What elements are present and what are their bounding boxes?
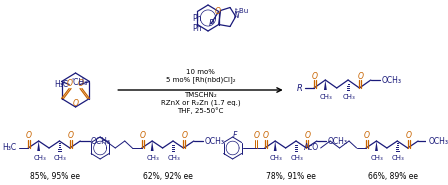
Text: CH₃: CH₃ [147,155,159,161]
Polygon shape [375,141,378,151]
Text: O: O [358,71,363,80]
Text: 5 mo% [Rh(nbd)Cl]₂: 5 mo% [Rh(nbd)Cl]₂ [166,77,235,83]
Text: O: O [312,71,318,80]
Text: CH₃: CH₃ [343,94,355,100]
Text: H₃C: H₃C [3,144,17,152]
Text: O: O [26,132,32,140]
Text: O: O [263,132,269,140]
Text: 'CH₃: 'CH₃ [71,78,87,87]
Text: CH₃: CH₃ [371,155,384,161]
Text: Ph: Ph [192,24,202,33]
Text: O: O [140,132,146,140]
Polygon shape [151,141,154,151]
Text: OCH₃: OCH₃ [204,137,224,145]
Text: N: N [234,11,240,20]
Text: 78%, 91% ee: 78%, 91% ee [267,171,316,181]
Text: OCH₃: OCH₃ [381,75,401,85]
Text: OCH₃: OCH₃ [90,137,111,145]
Text: P: P [209,19,214,28]
Text: O: O [253,130,259,139]
Text: O: O [78,79,84,88]
Text: THF, 25-50°C: THF, 25-50°C [177,108,224,114]
Text: CH₃: CH₃ [33,155,46,161]
Text: O: O [67,79,73,88]
Polygon shape [37,141,40,151]
Text: 66%, 89% ee: 66%, 89% ee [367,171,418,181]
Text: CH₃: CH₃ [54,155,67,161]
Text: TMSCHN₂: TMSCHN₂ [184,92,217,98]
Text: R: R [297,83,303,92]
Text: O: O [215,7,221,16]
Text: CH₃: CH₃ [320,94,333,100]
Text: t-Bu: t-Bu [235,8,249,14]
Text: O: O [68,132,74,140]
Text: H₃C: H₃C [55,80,69,89]
Text: OCH₃: OCH₃ [327,137,347,145]
Text: O: O [181,132,187,140]
Text: AcO: AcO [304,144,319,152]
Text: O: O [304,132,310,140]
Polygon shape [274,141,276,151]
Text: O: O [73,98,78,107]
Text: RZnX or R₂Zn (1.7 eq.): RZnX or R₂Zn (1.7 eq.) [161,100,240,106]
Text: CH₃: CH₃ [270,155,283,161]
Text: 85%, 95% ee: 85%, 95% ee [30,171,80,181]
Text: Ph: Ph [192,14,202,23]
Text: 10 mo%: 10 mo% [186,69,215,75]
Polygon shape [324,80,327,90]
Text: O: O [364,132,370,140]
Text: CH₃: CH₃ [168,155,181,161]
Text: CH₃: CH₃ [392,155,405,161]
Text: O: O [405,132,412,140]
Text: CH₃: CH₃ [291,155,303,161]
Text: OCH₃: OCH₃ [429,137,448,145]
Text: 62%, 92% ee: 62%, 92% ee [143,171,193,181]
Text: F: F [233,130,237,139]
